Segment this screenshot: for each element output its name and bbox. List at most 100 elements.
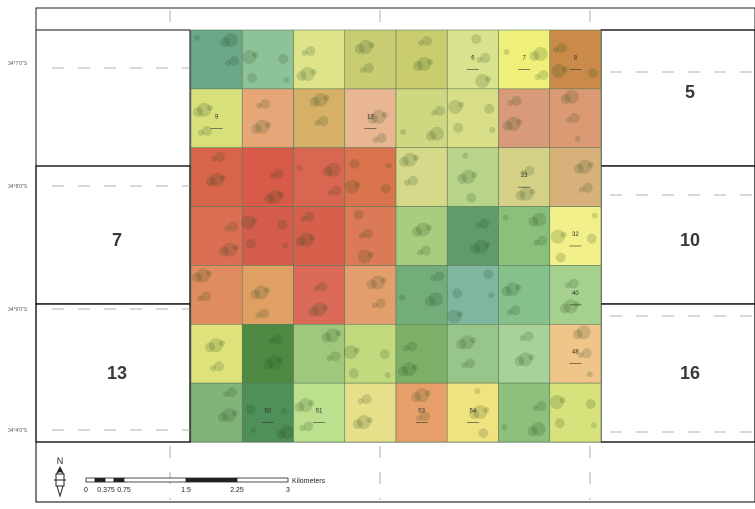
zone-box-left-top — [35, 29, 191, 167]
imagery-texture-mark — [225, 60, 231, 66]
imagery-texture-mark — [555, 252, 566, 263]
imagery-texture-mark — [426, 224, 432, 231]
imagery-texture-mark — [367, 113, 378, 124]
imagery-texture-mark — [511, 95, 522, 106]
imagery-texture-mark — [349, 158, 360, 169]
imagery-texture-mark — [407, 341, 417, 352]
imagery-texture-mark — [223, 391, 229, 398]
imagery-texture-mark — [211, 155, 217, 162]
imagery-texture-mark — [278, 54, 289, 64]
imagery-texture-mark — [412, 364, 418, 371]
imagery-texture-mark — [426, 130, 436, 141]
imagery-grid-cell — [293, 323, 346, 384]
grid-cell-number: 48 — [572, 350, 579, 356]
imagery-texture-mark — [413, 154, 419, 161]
imagery-grid-cell — [293, 382, 346, 443]
imagery-texture-mark — [322, 166, 333, 177]
zone-box-16 — [600, 303, 755, 443]
imagery-grid-cell — [293, 206, 346, 266]
imagery-texture-mark — [404, 179, 410, 186]
imagery-texture-mark — [474, 388, 481, 395]
imagery-texture-mark — [471, 171, 478, 178]
scale-tick-label: 0.75 — [117, 487, 131, 494]
imagery-texture-mark — [206, 176, 216, 187]
scale-unit-label: Kilometers — [292, 478, 326, 485]
zone-label-10: 10 — [680, 230, 700, 250]
zone-label-13: 13 — [107, 363, 127, 383]
imagery-grid-cell — [293, 147, 346, 207]
imagery-grid-cell — [549, 265, 602, 325]
imagery-texture-mark — [206, 270, 212, 277]
imagery-grid-cell — [446, 88, 499, 149]
imagery-texture-mark — [272, 334, 283, 345]
imagery-texture-mark — [576, 325, 591, 340]
imagery-texture-mark — [299, 425, 306, 432]
imagery-texture-mark — [197, 102, 211, 117]
imagery-texture-mark — [430, 275, 436, 282]
imagery-texture-mark — [453, 122, 464, 133]
imagery-texture-mark — [259, 308, 270, 319]
imagery-texture-mark — [399, 294, 405, 301]
imagery-texture-mark — [564, 282, 571, 289]
grid-cell-number: 8 — [574, 55, 578, 61]
imagery-texture-mark — [416, 222, 430, 237]
imagery-texture-mark — [415, 388, 429, 403]
imagery-texture-mark — [241, 215, 256, 230]
imagery-texture-mark — [528, 216, 539, 227]
grid-cell-number: 51 — [316, 409, 323, 415]
imagery-texture-mark — [214, 361, 224, 372]
imagery-texture-mark — [313, 285, 320, 292]
imagery-texture-mark — [591, 212, 598, 219]
scale-bar: 0 0.375 0.75 1.5 2.25 3 Kilometers — [84, 477, 326, 494]
imagery-texture-mark — [354, 181, 361, 188]
imagery-texture-mark — [506, 116, 521, 131]
imagery-texture-mark — [250, 427, 257, 434]
imagery-texture-mark — [474, 239, 489, 254]
imagery-texture-mark — [573, 301, 580, 308]
imagery-texture-mark — [251, 123, 262, 134]
imagery-grid-cell — [498, 88, 551, 149]
imagery-texture-mark — [246, 238, 257, 249]
imagery-texture-mark — [308, 400, 315, 407]
imagery-grid-cell — [549, 29, 602, 90]
imagery-texture-mark — [534, 74, 541, 80]
imagery-texture-mark — [303, 421, 314, 432]
imagery-texture-mark — [569, 112, 580, 123]
imagery-texture-mark — [194, 35, 200, 41]
imagery-texture-mark — [425, 296, 435, 307]
imagery-texture-mark — [227, 387, 237, 398]
imagery-texture-mark — [520, 169, 527, 176]
imagery-texture-mark — [281, 408, 288, 415]
imagery-texture-mark — [533, 47, 548, 61]
imagery-texture-mark — [312, 302, 327, 317]
imagery-texture-mark — [457, 311, 464, 318]
imagery-texture-mark — [399, 156, 409, 167]
imagery-texture-mark — [348, 368, 359, 379]
imagery-texture-mark — [264, 193, 275, 204]
imagery-texture-mark — [323, 94, 330, 101]
imagery-texture-mark — [300, 67, 315, 81]
imagery-grid-cell — [293, 29, 346, 90]
imagery-grid-cell — [395, 265, 448, 325]
imagery-grid-cell — [395, 88, 448, 149]
imagery-texture-mark — [421, 245, 431, 256]
imagery-texture-mark — [469, 409, 480, 420]
grid-cell-number: 12 — [367, 114, 374, 120]
imagery-grid-cell — [344, 29, 397, 90]
imagery-texture-mark — [587, 161, 594, 168]
imagery-texture-mark — [448, 99, 463, 114]
imagery-texture-mark — [411, 392, 421, 403]
imagery-texture-mark — [357, 249, 372, 264]
imagery-texture-mark — [268, 189, 283, 204]
imagery-grid-cell — [241, 382, 294, 443]
imagery-grid-cell — [241, 147, 294, 207]
imagery-texture-mark — [209, 338, 223, 353]
imagery-texture-mark — [523, 331, 534, 342]
imagery-grid-cell — [549, 323, 602, 384]
imagery-texture-mark — [296, 164, 303, 171]
imagery-texture-mark — [560, 93, 571, 104]
imagery-texture-mark — [381, 111, 388, 118]
imagery-texture-mark — [510, 305, 521, 316]
imagery-texture-mark — [507, 99, 514, 106]
imagery-texture-mark — [429, 292, 443, 307]
